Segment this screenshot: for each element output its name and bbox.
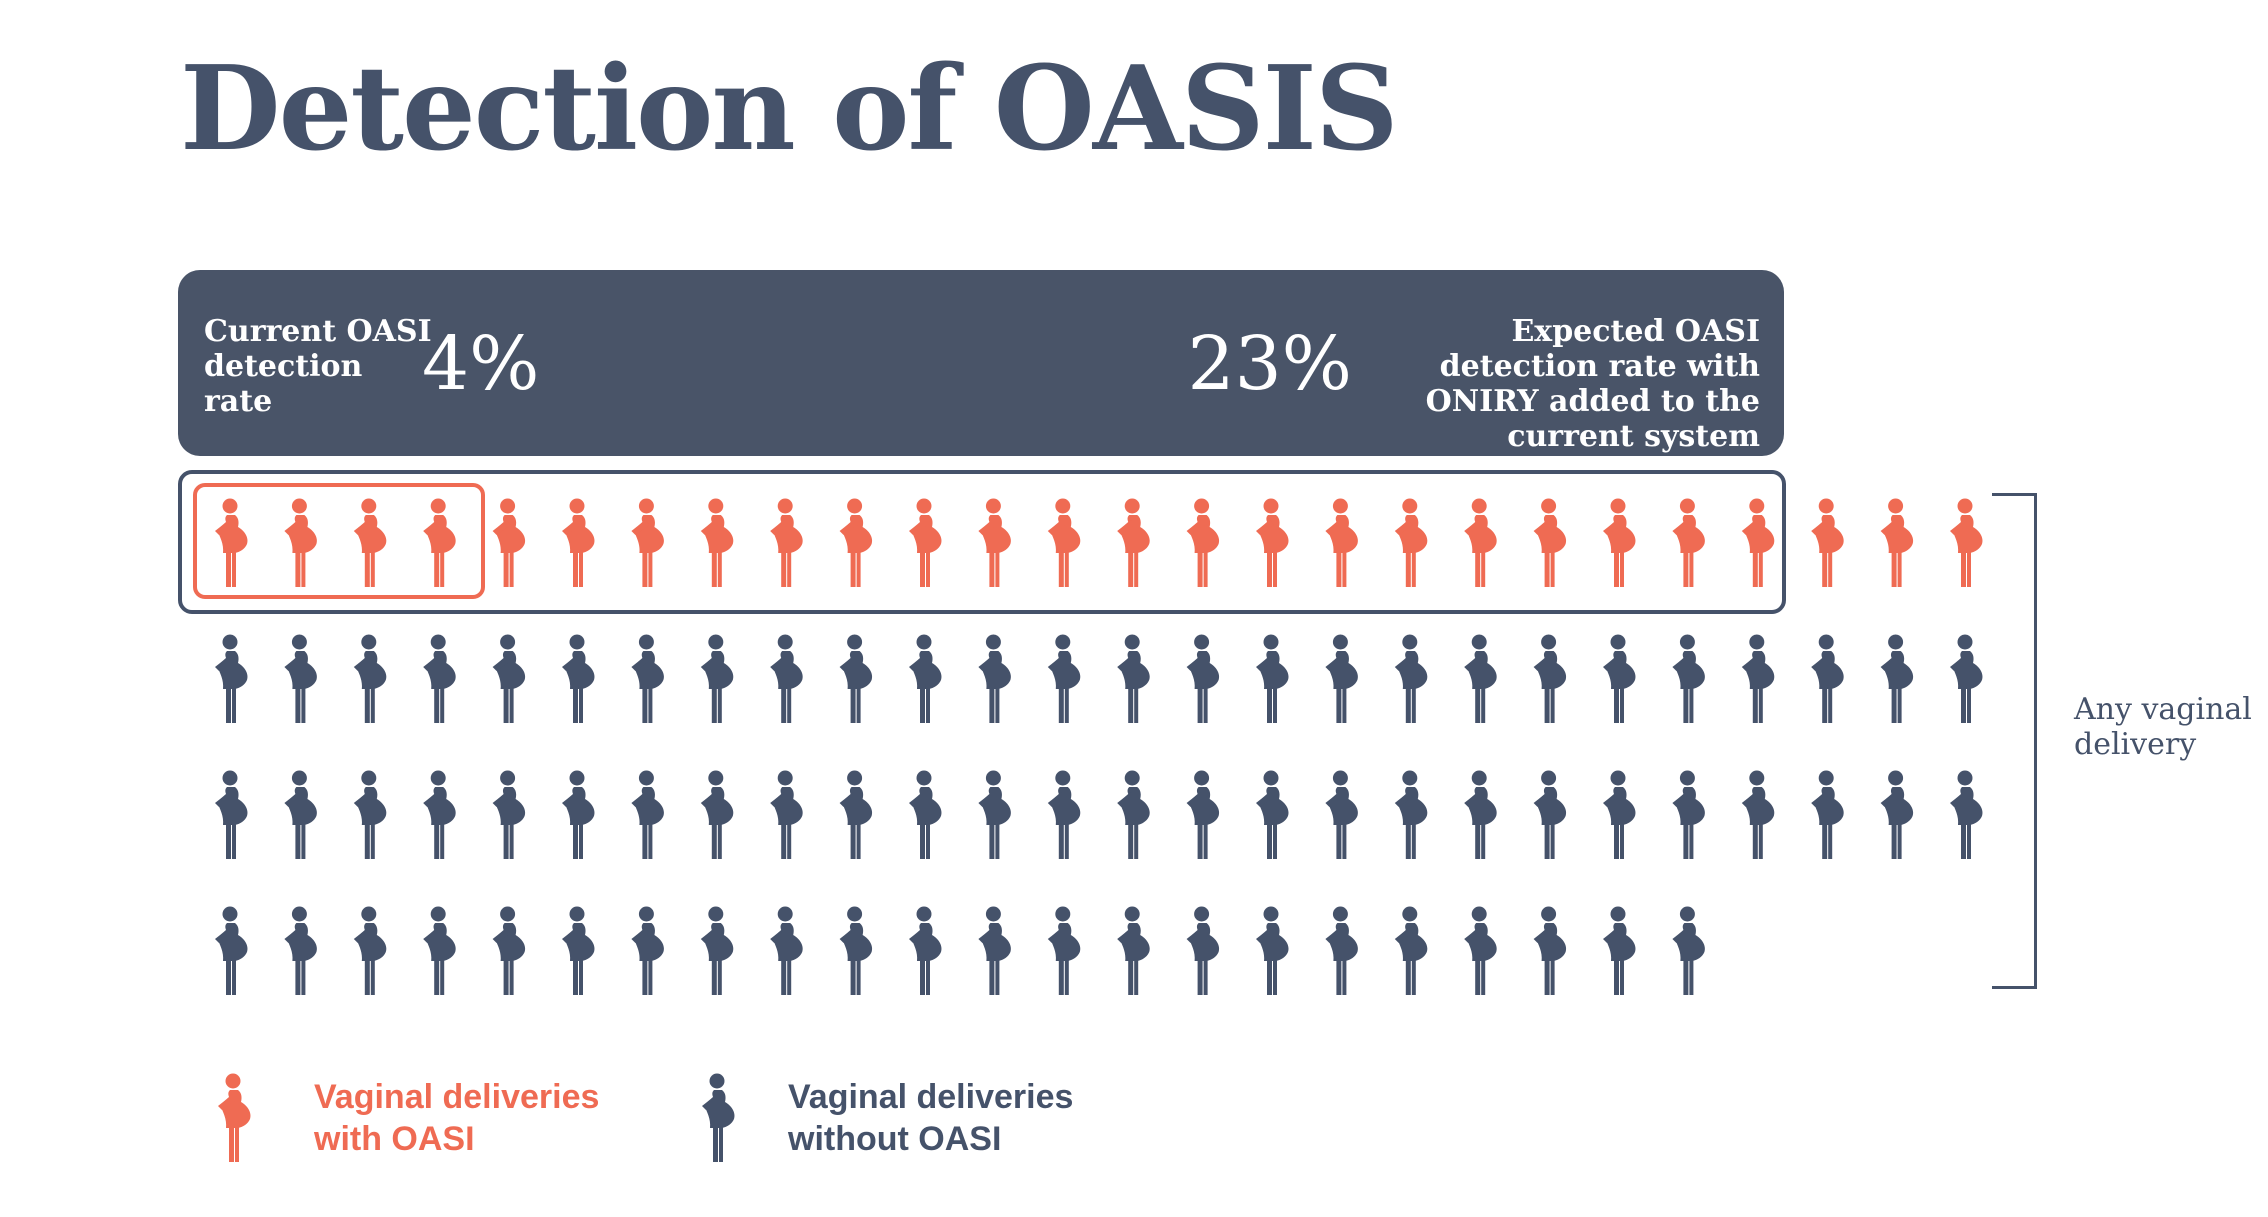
pregnant-woman-icon (1256, 634, 1289, 723)
pregnant-woman-icon (1047, 634, 1081, 723)
pregnant-woman-icon (631, 634, 664, 723)
pregnant-woman-icon (284, 634, 317, 723)
pregnant-woman-icon (1186, 770, 1220, 859)
pregnant-woman-icon (492, 906, 526, 995)
pregnant-woman-icon (909, 906, 942, 995)
pregnant-woman-icon (215, 770, 248, 859)
pregnant-woman-icon (1672, 770, 1705, 859)
pregnant-woman-icon (839, 634, 873, 723)
pregnant-woman-icon (1603, 906, 1636, 995)
pregnant-woman-icon (1672, 634, 1705, 723)
pregnant-woman-icon (1394, 906, 1428, 995)
pregnant-woman-icon (1950, 770, 1983, 859)
pregnant-woman-icon (770, 906, 803, 995)
current-detection-frame (193, 483, 485, 599)
pregnant-woman-icon (700, 906, 734, 995)
pregnant-woman-icon (700, 634, 734, 723)
pregnant-woman-icon (909, 634, 942, 723)
pregnant-woman-icon (1325, 634, 1358, 723)
pregnant-woman-icon (839, 906, 873, 995)
legend-label-oasi: Vaginal deliveries with OASI (314, 1078, 600, 1158)
pregnant-woman-icon (631, 906, 664, 995)
pregnant-woman-icon (1464, 770, 1497, 859)
expected-rate-label: Expected OASI detection rate with ONIRY … (1425, 314, 1760, 454)
pregnant-woman-icon (1325, 770, 1358, 859)
pregnant-woman-icon (492, 634, 526, 723)
pregnant-woman-icon (978, 770, 1011, 859)
pregnant-woman-icon (1256, 770, 1289, 859)
pregnant-woman-icon (353, 634, 387, 723)
pregnant-woman-icon (284, 770, 317, 859)
pregnant-woman-icon (1325, 906, 1358, 995)
pregnant-woman-icon (562, 770, 595, 859)
pregnant-woman-icon (215, 906, 248, 995)
pregnant-woman-icon (1950, 634, 1983, 723)
pregnant-woman-icon (562, 906, 595, 995)
pregnant-woman-icon (218, 1073, 251, 1162)
pregnant-woman-icon (1047, 906, 1081, 995)
legend-item-no-oasi: Vaginal deliveries without OASI (696, 1072, 1073, 1164)
pregnant-woman-icon (1880, 634, 1914, 723)
pregnant-woman-icon (423, 634, 456, 723)
pregnant-woman-icon (909, 770, 942, 859)
pregnant-woman-icon (218, 1073, 251, 1162)
legend-label-no-oasi: Vaginal deliveries without OASI (788, 1078, 1074, 1158)
pregnant-woman-icon (1811, 498, 1844, 587)
pregnant-woman-icon (1464, 634, 1497, 723)
pregnant-woman-icon (1117, 634, 1150, 723)
expected-rate-value: 23% (1187, 321, 1352, 407)
pregnant-woman-icon (1117, 906, 1150, 995)
pregnant-woman-icon (770, 634, 803, 723)
pregnant-woman-icon (353, 906, 387, 995)
pregnant-woman-icon (1533, 770, 1567, 859)
pregnant-woman-icon (702, 1073, 735, 1162)
pregnant-woman-icon (702, 1073, 735, 1162)
current-rate-label: Current OASI detection rate (204, 314, 432, 419)
pregnant-woman-icon (1811, 770, 1844, 859)
pregnant-woman-icon (562, 634, 595, 723)
pregnant-woman-icon (978, 906, 1011, 995)
pregnant-woman-icon (1603, 634, 1636, 723)
pregnant-woman-icon (1464, 906, 1497, 995)
pregnant-woman-icon (1533, 906, 1567, 995)
pregnant-woman-icon (1186, 634, 1220, 723)
pregnant-woman-icon (978, 634, 1011, 723)
pregnant-woman-icon (1533, 634, 1567, 723)
pregnant-woman-icon (839, 770, 873, 859)
pregnant-woman-icon (1256, 906, 1289, 995)
pregnant-woman-icon (631, 770, 664, 859)
delivery-bracket (1992, 493, 2037, 989)
pregnant-woman-icon (1672, 906, 1705, 995)
pregnant-woman-icon (423, 906, 456, 995)
page-title: Detection of OASIS (180, 41, 1399, 177)
pregnant-woman-icon (1880, 770, 1914, 859)
expected-detection-frame (178, 470, 1786, 614)
current-rate-value: 4% (422, 321, 540, 407)
pregnant-woman-icon (1811, 634, 1844, 723)
pregnant-woman-icon (1394, 770, 1428, 859)
pregnant-woman-icon (423, 770, 456, 859)
pregnant-woman-icon (700, 770, 734, 859)
pregnant-woman-icon (1741, 634, 1775, 723)
pregnant-woman-icon (1880, 498, 1914, 587)
legend-item-oasi: Vaginal deliveries with OASI (212, 1072, 599, 1164)
pregnant-woman-icon (1741, 770, 1775, 859)
pregnant-woman-icon (215, 634, 248, 723)
pregnant-woman-icon (284, 906, 317, 995)
pregnant-woman-icon (492, 770, 526, 859)
pregnant-woman-icon (1950, 498, 1983, 587)
detection-rate-banner: Current OASI detection rate 4% 23% Expec… (178, 270, 1784, 456)
pregnant-woman-icon (1394, 634, 1428, 723)
pregnant-woman-icon (1117, 770, 1150, 859)
pregnant-woman-icon (1047, 770, 1081, 859)
pregnant-woman-icon (353, 770, 387, 859)
pregnant-woman-icon (1603, 770, 1636, 859)
pregnant-woman-icon (1186, 906, 1220, 995)
pregnant-woman-icon (770, 770, 803, 859)
bracket-label: Any vaginal delivery (2074, 692, 2252, 762)
